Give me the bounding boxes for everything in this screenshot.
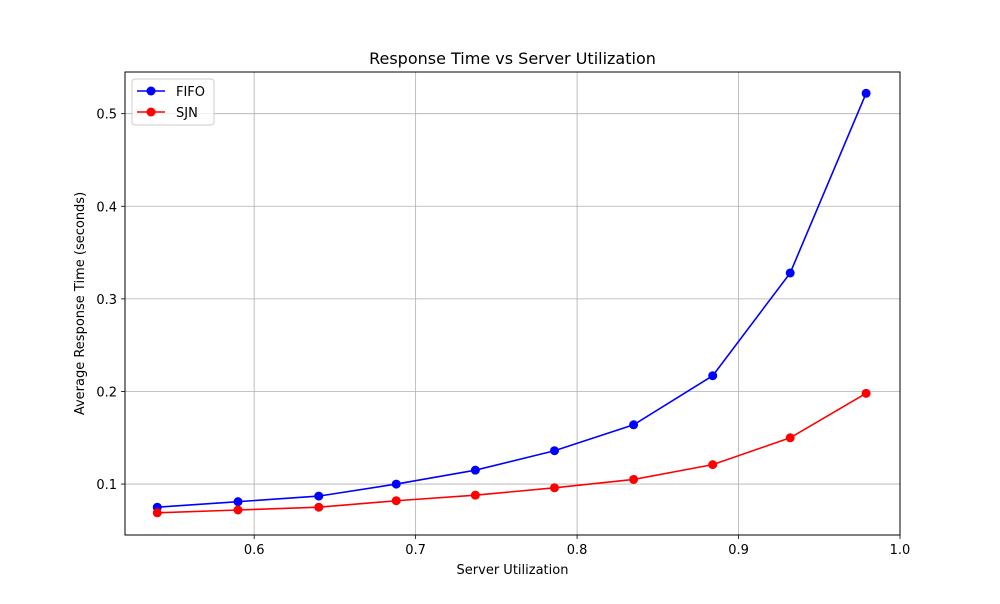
y-tick-label: 0.1 (96, 478, 117, 493)
data-point-sjn (861, 388, 871, 398)
y-tick-label: 0.5 (96, 108, 117, 123)
legend-marker-fifo (146, 86, 156, 96)
data-point-fifo (629, 420, 639, 430)
x-tick-label: 1.0 (890, 543, 911, 558)
data-point-fifo (391, 479, 401, 489)
legend: FIFO SJN (131, 78, 215, 126)
data-point-sjn (785, 433, 795, 443)
series-group (152, 88, 871, 518)
series-line-fifo (157, 92, 867, 509)
legend-item-sjn: SJN (137, 106, 198, 121)
y-tick-label: 0.4 (96, 200, 117, 215)
data-point-fifo (549, 446, 559, 456)
data-point-sjn (233, 505, 243, 515)
legend-label-fifo: FIFO (176, 85, 205, 100)
data-point-fifo (785, 268, 795, 278)
series-line-sjn (157, 392, 867, 514)
grid-lines (125, 72, 901, 535)
x-tick-label: 0.9 (728, 543, 749, 558)
data-point-fifo (470, 465, 480, 475)
axis-ticks: 0.6 0.7 0.8 0.9 1.0 0.1 0.2 0.3 0.4 0.5 (96, 108, 910, 558)
data-point-fifo (233, 497, 243, 507)
legend-label-sjn: SJN (176, 106, 198, 121)
x-tick-label: 0.8 (567, 543, 588, 558)
x-tick-label: 0.7 (405, 543, 426, 558)
y-tick-label: 0.3 (96, 293, 117, 308)
data-point-sjn (708, 460, 718, 470)
data-point-sjn (314, 502, 324, 512)
y-axis-label: Average Response Time (seconds) (73, 192, 88, 415)
data-point-sjn (629, 474, 639, 484)
legend-marker-sjn (146, 107, 156, 117)
x-tick-label: 0.6 (244, 543, 265, 558)
data-point-sjn (549, 483, 559, 493)
x-axis-label: Server Utilization (457, 563, 569, 578)
data-point-sjn (391, 496, 401, 506)
data-point-fifo (708, 371, 718, 381)
chart-title: Response Time vs Server Utilization (369, 49, 656, 68)
y-tick-label: 0.2 (96, 385, 117, 400)
data-point-sjn (470, 490, 480, 500)
data-point-fifo (314, 491, 324, 501)
data-point-sjn (152, 508, 162, 518)
legend-item-fifo: FIFO (137, 85, 205, 100)
plot-area-frame (124, 71, 901, 536)
data-point-fifo (861, 88, 871, 98)
